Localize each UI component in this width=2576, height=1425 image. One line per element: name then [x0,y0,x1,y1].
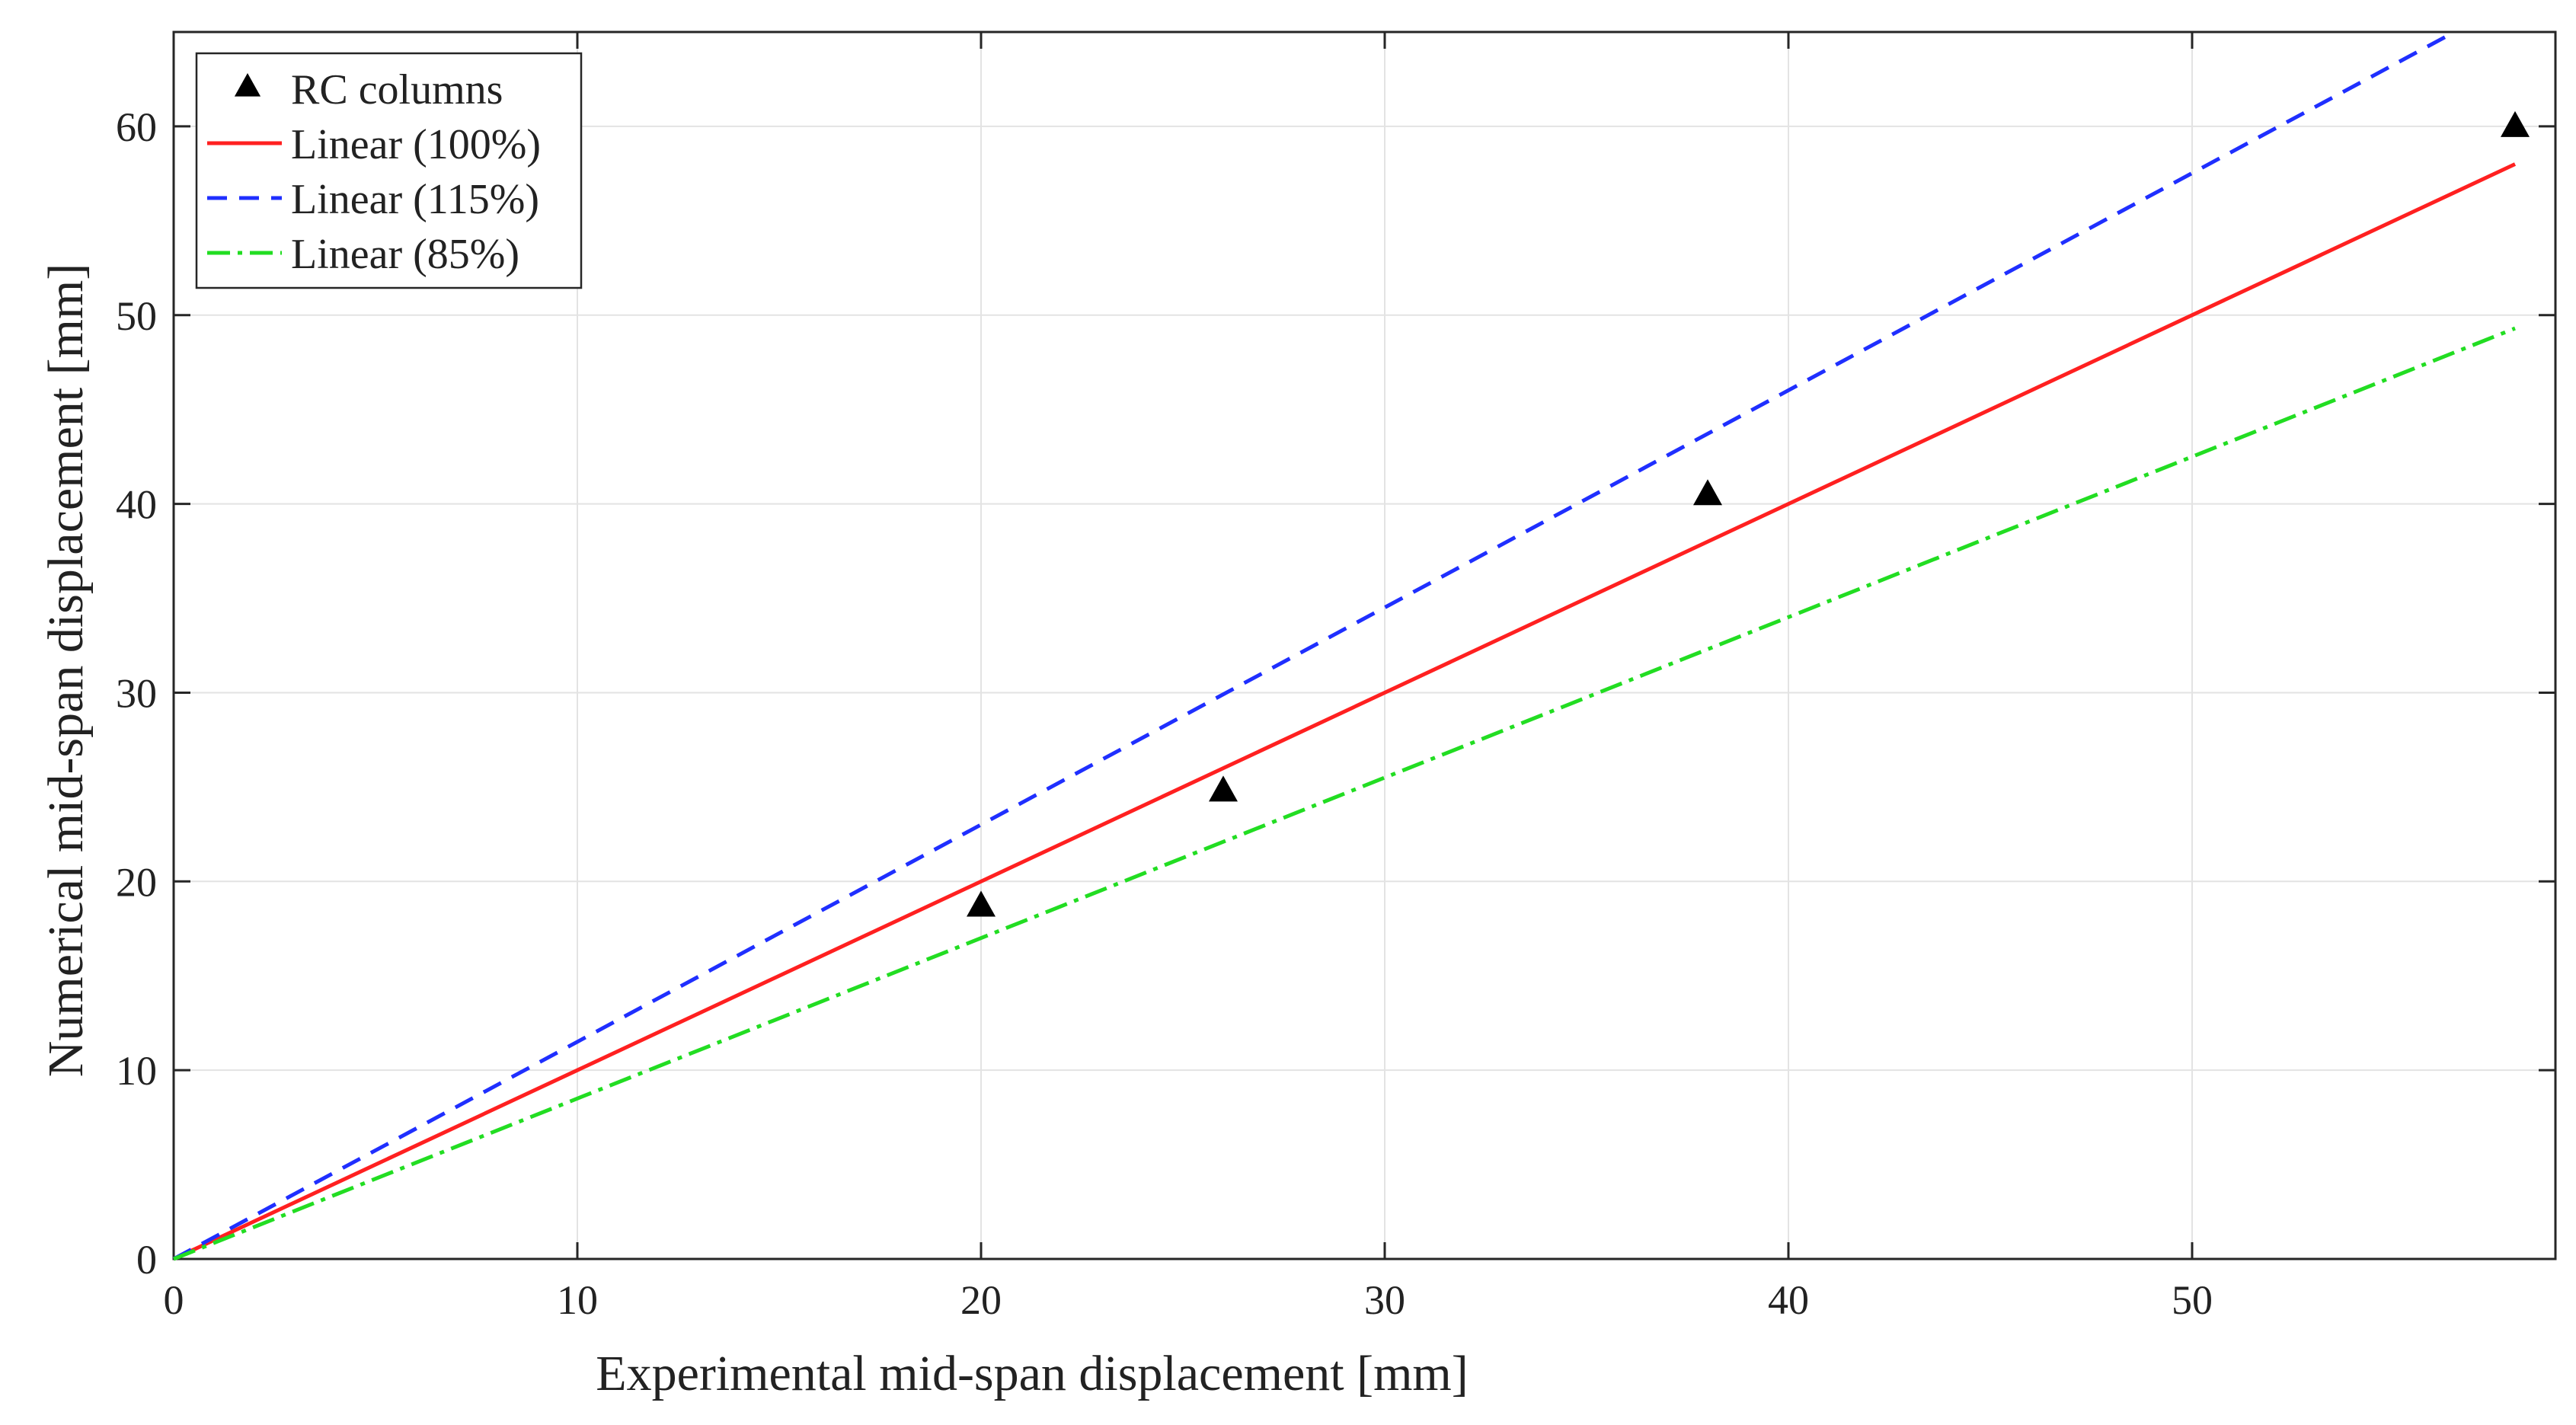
y-tick-label: 20 [116,859,157,905]
x-tick-label: 50 [2172,1277,2213,1323]
data-point-triangle [1209,775,1238,802]
y-tick-label: 30 [116,670,157,716]
data-point-triangle [967,890,996,917]
y-axis-label: Numerical mid-span displacement [mm] [38,264,94,1078]
y-tick-label: 60 [116,104,157,150]
axes-layer: 0 10 20 30 40 50 0 10 20 30 40 50 60 [116,30,2557,1323]
x-axis-label: Experimental mid-span displacement [mm] [596,1346,1469,1401]
series-line-linear-85 [173,326,2516,1261]
x-tick-label: 20 [960,1277,1002,1323]
legend-label: Linear (85%) [291,231,519,278]
x-tick-label: 0 [164,1277,184,1323]
y-tick-label: 10 [116,1048,157,1094]
legend: RC columns Linear (100%) Linear (115%) Line… [195,52,583,289]
series-layer [172,30,2530,1261]
y-tick-label: 0 [136,1237,157,1283]
legend-label: Linear (115%) [291,176,539,223]
y-tick-label: 50 [116,293,157,339]
data-point-triangle [2501,110,2530,137]
y-tick-label: 40 [116,482,157,528]
legend-marker-triangle [234,73,261,97]
series-line-linear-115 [172,30,2456,1261]
legend-label: Linear (100%) [291,121,541,168]
x-tick-label: 30 [1364,1277,1405,1323]
x-tick-label: 10 [557,1277,598,1323]
legend-label: RC columns [291,66,503,113]
x-tick-label: 40 [1768,1277,1809,1323]
data-point-triangle [1693,479,1722,506]
series-line-linear-100 [172,162,2517,1261]
plot-frame [172,30,2557,1260]
legend-box [195,52,583,289]
